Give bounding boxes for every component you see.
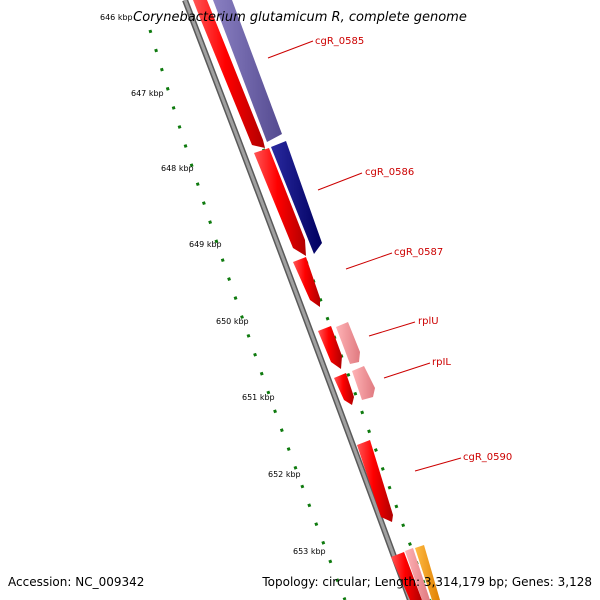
gene-arrow-red [254, 148, 306, 256]
gene-arrow-red [293, 257, 320, 307]
gene-label-leader [317, 172, 363, 191]
gene-arrow-purple [213, 0, 282, 142]
gene-arrow-pink [352, 366, 375, 400]
gene-label-rplU: rplU [418, 316, 439, 327]
gene-arrow-red [391, 552, 422, 600]
scale-label-646: 646 kbp [100, 13, 133, 22]
gene-arrow-pink [336, 322, 360, 364]
gene-arrow-navy [271, 141, 322, 254]
scale-label-652: 652 kbp [268, 470, 301, 479]
gene-label-leader [345, 252, 393, 270]
gene-arrow-red [318, 326, 342, 369]
genome-title: Corynebacterium glutamicum R, complete g… [133, 10, 467, 25]
gene-label-leader [414, 457, 462, 472]
accession-text: Accession: NC_009342 [8, 575, 145, 589]
gene-arrow-red [357, 440, 393, 522]
gene-label-rpIL: rpIL [432, 357, 451, 368]
genome-stats-text: Topology: circular; Length: 3,314,179 bp… [262, 575, 592, 589]
scale-label-653: 653 kbp [293, 547, 326, 556]
scale-label-649: 649 kbp [189, 240, 222, 249]
gene-label-leader [368, 321, 416, 337]
gene-label-cgR-0585: cgR_0585 [315, 36, 364, 47]
gene-arrow-red [334, 373, 354, 405]
gene-label-cgR-0587: cgR_0587 [394, 247, 443, 258]
scale-label-651: 651 kbp [242, 393, 275, 402]
gene-arrow-red [193, 0, 265, 148]
gene-arrow-orange [415, 545, 440, 600]
scale-label-647: 647 kbp [131, 89, 164, 98]
gene-arrow-pink [405, 548, 430, 600]
gene-label-cgR-0586: cgR_0586 [365, 167, 414, 178]
gene-label-leader [383, 362, 431, 379]
gene-label-cgR-0590: cgR_0590 [463, 452, 512, 463]
backbone-line [183, 0, 412, 600]
scale-label-648: 648 kbp [161, 164, 194, 173]
gene-label-leader [267, 40, 314, 59]
scale-label-650: 650 kbp [216, 317, 249, 326]
